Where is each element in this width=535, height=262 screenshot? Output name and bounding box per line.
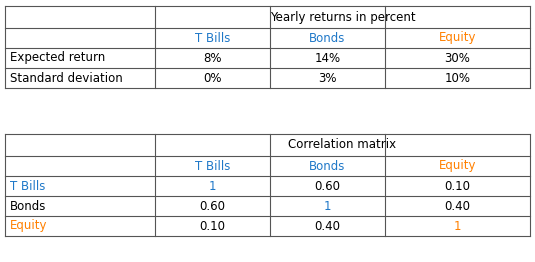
Text: Bonds: Bonds [309, 160, 346, 172]
Text: 1: 1 [209, 179, 216, 193]
Text: 1: 1 [454, 220, 461, 232]
Text: T Bills: T Bills [195, 31, 230, 45]
Text: Bonds: Bonds [10, 199, 47, 212]
Text: Bonds: Bonds [309, 31, 346, 45]
Text: Expected return: Expected return [10, 52, 105, 64]
Text: 30%: 30% [445, 52, 470, 64]
Text: Equity: Equity [439, 160, 476, 172]
Text: 0.40: 0.40 [315, 220, 340, 232]
Text: 10%: 10% [445, 72, 470, 85]
Text: Equity: Equity [10, 220, 48, 232]
Text: 8%: 8% [203, 52, 221, 64]
Text: 1: 1 [324, 199, 331, 212]
Text: 0%: 0% [203, 72, 221, 85]
Text: 3%: 3% [318, 72, 337, 85]
Text: T Bills: T Bills [10, 179, 45, 193]
Text: 0.10: 0.10 [200, 220, 225, 232]
Text: T Bills: T Bills [195, 160, 230, 172]
Text: Correlation matrix: Correlation matrix [288, 139, 396, 151]
Text: 0.40: 0.40 [445, 199, 470, 212]
Text: 14%: 14% [315, 52, 341, 64]
Text: 0.60: 0.60 [200, 199, 225, 212]
Text: Yearly returns in percent: Yearly returns in percent [270, 10, 415, 24]
Text: 0.60: 0.60 [315, 179, 340, 193]
Text: 0.10: 0.10 [445, 179, 470, 193]
Text: Standard deviation: Standard deviation [10, 72, 123, 85]
Text: Equity: Equity [439, 31, 476, 45]
